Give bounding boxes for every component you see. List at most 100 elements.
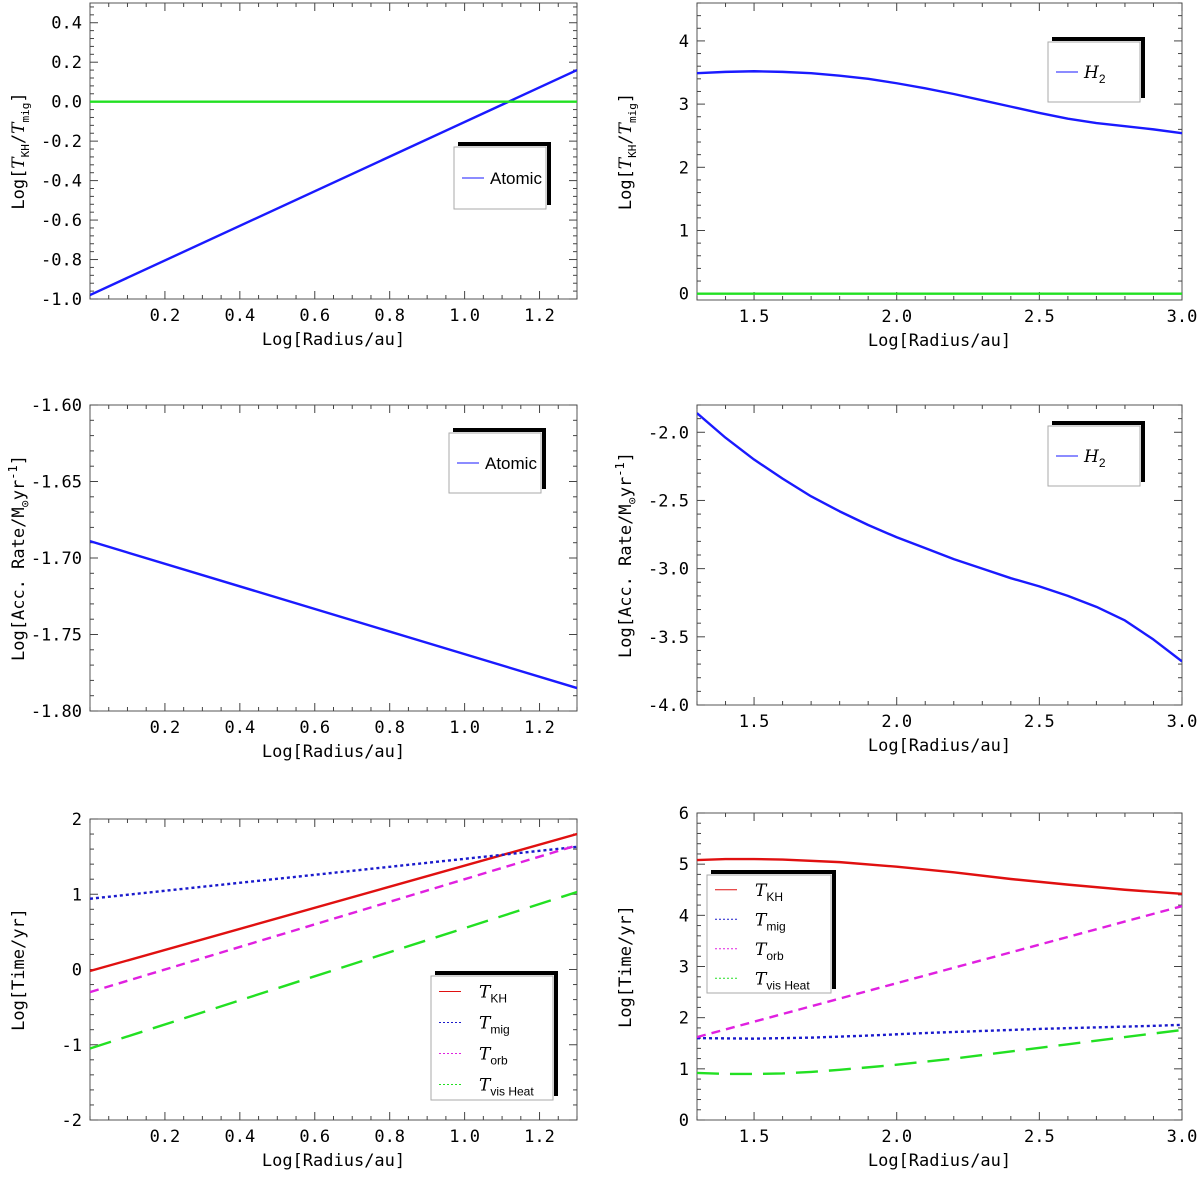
x-tick-label: 1.2: [524, 718, 555, 738]
series-line-t-visheat: [90, 890, 577, 1050]
x-tick-label: 0.4: [224, 1127, 255, 1147]
y-tick-label: 3: [679, 958, 689, 978]
x-tick-label: 2.0: [881, 712, 912, 732]
x-tick-label: 1.5: [739, 1127, 770, 1147]
y-tick-label: -0.6: [41, 211, 82, 231]
y-tick-label: 2: [679, 158, 689, 178]
y-tick-label: 6: [679, 804, 689, 824]
legend-entry: Atomic: [490, 169, 542, 188]
legend-entry: Tvis Heat: [479, 1076, 534, 1099]
x-tick-label: 0.2: [150, 1127, 181, 1147]
y-tick-label: -0.4: [41, 172, 82, 192]
y-tick-label: 0: [679, 1111, 689, 1131]
y-axis-label: Log[TKH/Tmig]: [616, 93, 639, 210]
y-axis-label: Log[Acc. Rate/M⊙yr-1]: [613, 452, 639, 658]
x-tick-label: 0.4: [224, 306, 255, 326]
y-tick-label: -2.5: [648, 491, 689, 511]
legend-entry: TKH: [479, 983, 507, 1006]
y-tick-label: 5: [679, 855, 689, 875]
chart-panel-3: 0.2 0.4 0.6 0.8 1.0 1.2 -1.80 -1.75 -1.70 -1.65 -1…: [6, 396, 578, 762]
legend: Atomic: [453, 142, 551, 210]
y-tick-label: -1.0: [41, 290, 82, 310]
y-tick-label: -2.0: [648, 423, 689, 443]
x-tick-label: 0.6: [299, 306, 330, 326]
y-axis-label: Log[Acc. Rate/M⊙yr-1]: [6, 455, 32, 661]
y-tick-label: -0.8: [41, 251, 82, 271]
x-tick-label: 0.8: [374, 718, 405, 738]
legend: H2: [1047, 421, 1145, 487]
series-line-t-mig: [90, 845, 577, 900]
series-line-t-visheat: [697, 1028, 1182, 1076]
y-tick-label: 1: [679, 221, 689, 241]
x-tick-label: 1.2: [524, 306, 555, 326]
y-tick-label: -4.0: [648, 696, 689, 716]
legend-shadow: [458, 142, 551, 205]
chart-panel-4: 1.5 2.0 2.5 3.0 -4.0 -3.5 -3.0 -2.5 -2.0 Log[Radi…: [613, 404, 1198, 756]
y-tick-label: 0.4: [51, 14, 82, 34]
chart-panel-1: 0.2 0.4 0.6 0.8 1.0 1.2 -1.0 -0.8 -0.6 -0.4 -0.2 0.…: [9, 2, 578, 350]
x-tick-label: 2.0: [881, 1127, 912, 1147]
y-tick-label: 1: [72, 885, 82, 905]
legend-box: [430, 975, 554, 1101]
x-axis-label: Log[Radius/au]: [262, 330, 405, 350]
x-axis-label: Log[Radius/au]: [868, 1151, 1011, 1171]
legend: TKH Tmig Torb Tvis Heat: [430, 971, 558, 1101]
x-tick-label: 0.6: [299, 718, 330, 738]
legend-shadow: [1052, 37, 1145, 98]
y-tick-label: 0.2: [51, 53, 82, 73]
series-line-atomic: [90, 69, 577, 297]
x-tick-label: 0.6: [299, 1127, 330, 1147]
x-tick-label: 3.0: [1167, 712, 1198, 732]
legend-entry: H2: [1083, 447, 1106, 470]
x-tick-label: 3.0: [1167, 307, 1198, 327]
x-axis-label: Log[Radius/au]: [262, 1151, 405, 1171]
y-tick-label: -1.65: [31, 473, 82, 493]
legend-entry: TKH: [755, 881, 783, 904]
y-tick-label: -3.0: [648, 560, 689, 580]
y-axis-label: Log[TKH/Tmig]: [9, 92, 32, 209]
legend-entry: Atomic: [485, 454, 537, 473]
x-tick-label: 1.0: [449, 1127, 480, 1147]
x-tick-label: 2.5: [1024, 1127, 1055, 1147]
x-axis-label: Log[Radius/au]: [262, 742, 405, 762]
x-tick-label: 0.8: [374, 306, 405, 326]
plot-frame: [696, 2, 1183, 301]
chart-panel-2: 1.5 2.0 2.5 3.0 0 1 2 3 4 Log[Radius/au] Log[TKH/T…: [616, 2, 1198, 351]
x-tick-label: 2.5: [1024, 712, 1055, 732]
y-tick-label: 3: [679, 95, 689, 115]
x-tick-label: 0.8: [374, 1127, 405, 1147]
y-tick-label: -0.2: [41, 132, 82, 152]
legend: TKH Tmig Torb Tvis Heat: [706, 870, 836, 994]
x-axis-label: Log[Radius/au]: [868, 331, 1011, 351]
x-tick-label: 0.2: [150, 306, 181, 326]
y-tick-label: -1.75: [31, 626, 82, 646]
x-tick-label: 1.5: [739, 712, 770, 732]
series-line-t-mig: [697, 1023, 1182, 1040]
y-tick-label: 0.0: [51, 93, 82, 113]
legend-entry: Tvis Heat: [755, 969, 810, 992]
y-tick-label: -3.5: [648, 628, 689, 648]
y-axis-label: Log[Time/yr]: [616, 905, 636, 1028]
series-line-t-kh: [90, 832, 577, 973]
y-axis-label: Log[Time/yr]: [9, 908, 29, 1031]
y-tick-label: -1: [62, 1036, 82, 1056]
x-tick-label: 0.4: [224, 718, 255, 738]
legend: H2: [1047, 37, 1145, 103]
chart-panel-5: 0.2 0.4 0.6 0.8 1.0 1.2 -2 -1 0 1 2 Log[Radius/au] L…: [9, 810, 578, 1171]
x-tick-label: 3.0: [1167, 1127, 1198, 1147]
x-tick-label: 0.2: [150, 718, 181, 738]
y-tick-label: 2: [72, 810, 82, 830]
x-tick-label: 2.0: [881, 307, 912, 327]
legend-entry: Torb: [479, 1045, 508, 1068]
x-tick-label: 1.0: [449, 306, 480, 326]
legend-shadow: [711, 870, 836, 989]
y-tick-label: 0: [72, 961, 82, 981]
series-line-t-orb: [90, 844, 577, 994]
y-tick-label: -1.80: [31, 702, 82, 722]
x-tick-label: 2.5: [1024, 307, 1055, 327]
legend-shadow: [435, 971, 558, 1096]
y-tick-label: -2: [62, 1111, 82, 1131]
legend-entry: Tmig: [755, 910, 786, 933]
legend-box: [706, 874, 832, 994]
